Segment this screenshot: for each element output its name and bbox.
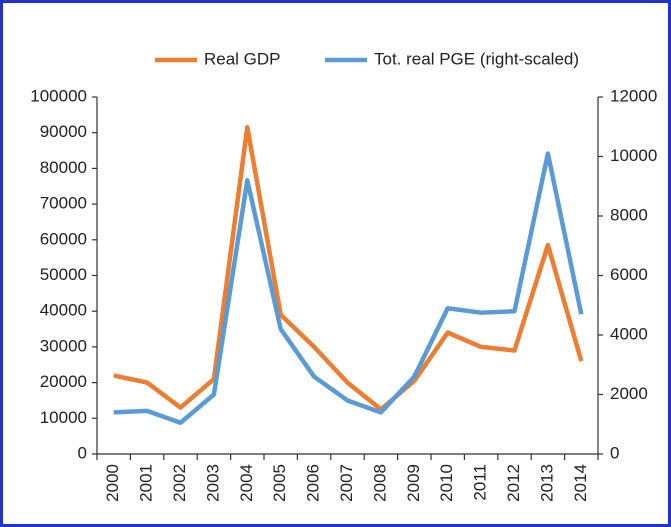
x-tick-label: 2002 (170, 464, 189, 502)
y-tick-label: 90000 (40, 122, 87, 141)
x-tick-label: 2000 (103, 464, 122, 502)
x-tick-label: 2003 (203, 464, 222, 502)
x-tick-label: 2005 (270, 464, 289, 502)
series-line (113, 125, 584, 412)
y-tick-label: 40000 (40, 301, 87, 320)
y-tick-label: 50000 (40, 265, 87, 284)
y-tick-label: 100000 (30, 86, 87, 105)
x-tick-label: 2007 (337, 464, 356, 502)
y-tick-label: 70000 (40, 194, 87, 213)
x-tick-label: 2009 (404, 464, 423, 502)
y-tick-label: 80000 (40, 158, 87, 177)
y2-tick-label: 8000 (610, 205, 648, 224)
y-tick-label: 20000 (40, 372, 87, 391)
y2-tick-label: 4000 (610, 324, 648, 343)
y2-tick-label: 0 (610, 443, 619, 462)
series-line (113, 151, 584, 426)
x-tick-label: 2008 (370, 464, 389, 502)
x-tick-label: 2012 (504, 464, 523, 502)
x-tick-label: 2010 (437, 464, 456, 502)
x-tick-label: 2011 (471, 464, 490, 501)
x-tick-label: 2001 (137, 464, 156, 502)
y2-tick-label: 10000 (610, 146, 657, 165)
x-tick-label: 2013 (537, 464, 556, 502)
y-tick-label: 0 (78, 443, 87, 462)
x-tick-label: 2006 (304, 464, 323, 502)
legend-label: Tot. real PGE (right-scaled) (374, 49, 579, 68)
y-tick-label: 30000 (40, 336, 87, 355)
legend-label: Real GDP (204, 49, 281, 68)
y2-tick-label: 12000 (610, 86, 657, 105)
y2-tick-label: 2000 (610, 384, 648, 403)
y-tick-label: 60000 (40, 229, 87, 248)
y-tick-label: 10000 (40, 408, 87, 427)
y2-tick-label: 6000 (610, 265, 648, 284)
x-tick-label: 2004 (237, 464, 256, 502)
x-tick-label: 2014 (571, 464, 590, 502)
